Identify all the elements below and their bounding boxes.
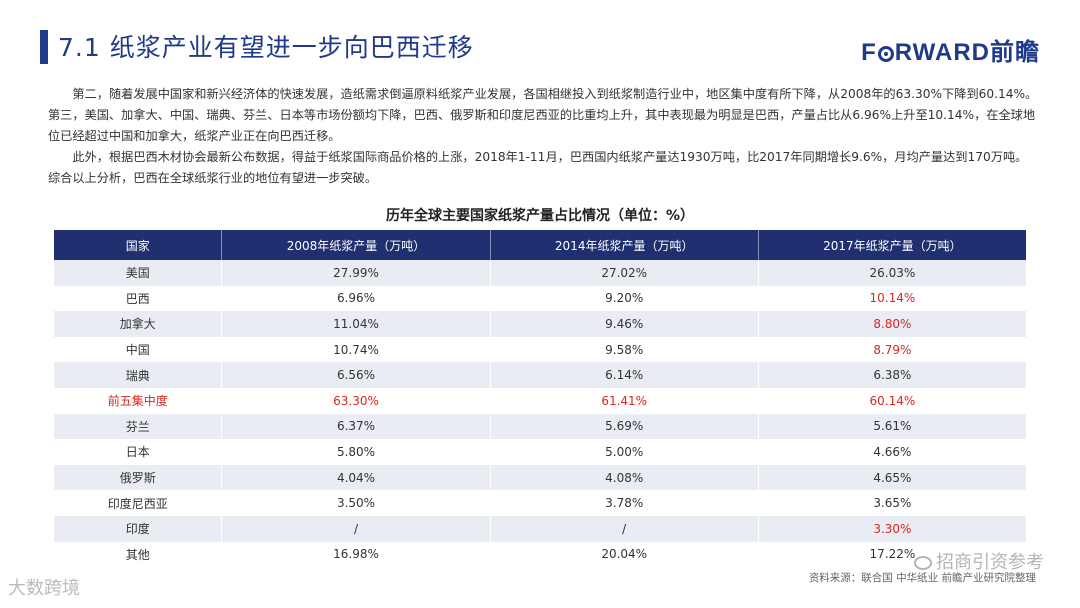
cell-country: 前五集中度 bbox=[54, 387, 223, 414]
cell-2014: 5.69% bbox=[490, 413, 759, 440]
source-note: 资料来源：联合国 中华纸业 前瞻产业研究院整理 bbox=[808, 572, 1036, 584]
cell-2017: 4.66% bbox=[758, 439, 1026, 465]
table-row: 印度尼西亚 3.50% 3.78% 3.65% bbox=[54, 490, 1026, 516]
pulp-share-table: 国家 2008年纸浆产量（万吨） 2014年纸浆产量（万吨） 2017年纸浆产量… bbox=[54, 230, 1026, 568]
cell-2017: 5.61% bbox=[758, 413, 1026, 440]
cell-2014: 9.46% bbox=[490, 311, 759, 337]
cell-country: 日本 bbox=[54, 439, 223, 465]
cell-2014: / bbox=[490, 515, 759, 542]
table-header-row: 国家 2008年纸浆产量（万吨） 2014年纸浆产量（万吨） 2017年纸浆产量… bbox=[54, 230, 1026, 260]
cell-country: 芬兰 bbox=[54, 413, 223, 440]
header-2017: 2017年纸浆产量（万吨） bbox=[758, 230, 1026, 260]
cell-2008: 5.80% bbox=[221, 439, 491, 465]
header-country: 国家 bbox=[54, 230, 223, 260]
logo-suffix: RWARD前瞻 bbox=[894, 39, 1040, 66]
wechat-watermark-text: 招商引资参考 bbox=[936, 552, 1044, 573]
cell-country: 瑞典 bbox=[54, 362, 223, 388]
cell-2008: 6.96% bbox=[221, 285, 491, 312]
header-2014: 2014年纸浆产量（万吨） bbox=[490, 230, 759, 260]
table-row: 日本 5.80% 5.00% 4.66% bbox=[54, 439, 1026, 465]
cell-2008: 3.50% bbox=[221, 490, 491, 516]
paragraph-2: 此外，根据巴西木材协会最新公布数据，得益于纸浆国际商品价格的上涨，2018年1-… bbox=[48, 150, 1028, 185]
logo-prefix: F bbox=[861, 39, 877, 66]
cell-2014: 6.14% bbox=[490, 362, 759, 388]
table-title: 历年全球主要国家纸浆产量占比情况（单位：%） bbox=[385, 208, 695, 224]
table-row: 芬兰 6.37% 5.69% 5.61% bbox=[54, 413, 1026, 440]
cell-country: 印度尼西亚 bbox=[54, 490, 223, 516]
table-row: 印度 / / 3.30% bbox=[54, 515, 1026, 542]
cell-2017: 6.38% bbox=[758, 362, 1026, 388]
wechat-watermark: 招商引资参考 bbox=[914, 548, 1044, 574]
cell-2017: 10.14% bbox=[758, 285, 1026, 312]
table-row: 俄罗斯 4.04% 4.08% 4.65% bbox=[54, 464, 1026, 491]
cell-2014: 9.58% bbox=[490, 336, 759, 363]
cell-2008: 11.04% bbox=[221, 311, 491, 337]
table-row: 巴西 6.96% 9.20% 10.14% bbox=[54, 285, 1026, 312]
cell-2008: 6.37% bbox=[221, 413, 491, 440]
cell-2008: 10.74% bbox=[221, 336, 491, 363]
paragraph-1: 第二，随着发展中国家和新兴经济体的快速发展，造纸需求倒逼原料纸浆产业发展，各国相… bbox=[48, 87, 1038, 143]
cell-2014: 4.08% bbox=[490, 464, 759, 491]
cell-2017: 17.22% bbox=[758, 541, 1026, 568]
table-row: 加拿大 11.04% 9.46% 8.80% bbox=[54, 311, 1026, 337]
table-row: 瑞典 6.56% 6.14% 6.38% bbox=[54, 362, 1026, 388]
cell-2017: 3.65% bbox=[758, 490, 1026, 516]
cell-2014: 9.20% bbox=[490, 285, 759, 312]
cell-country: 俄罗斯 bbox=[54, 464, 223, 491]
page-title: 7.1 纸浆产业有望进一步向巴西迁移 bbox=[58, 33, 474, 62]
table-row: 其他 16.98% 20.04% 17.22% bbox=[54, 541, 1026, 568]
cell-country: 美国 bbox=[54, 260, 223, 286]
table-row: 美国 27.99% 27.02% 26.03% bbox=[54, 260, 1026, 286]
cell-2017: 26.03% bbox=[758, 260, 1026, 286]
cell-2017: 8.79% bbox=[758, 336, 1026, 363]
cell-2014: 61.41% bbox=[490, 387, 759, 414]
header-2008: 2008年纸浆产量（万吨） bbox=[221, 230, 491, 260]
bottom-left-watermark: 大数跨境 bbox=[8, 578, 80, 599]
cell-country: 其他 bbox=[54, 541, 223, 568]
cell-2008: 4.04% bbox=[221, 464, 491, 491]
title-accent-bar bbox=[40, 30, 48, 64]
cell-country: 巴西 bbox=[54, 285, 223, 312]
cell-2008: / bbox=[221, 515, 491, 542]
cell-2014: 3.78% bbox=[490, 490, 759, 516]
cell-2014: 20.04% bbox=[490, 541, 759, 568]
cell-2008: 16.98% bbox=[221, 541, 491, 568]
cell-2017: 4.65% bbox=[758, 464, 1026, 491]
cell-country: 中国 bbox=[54, 336, 223, 363]
cell-2008: 63.30% bbox=[221, 387, 491, 414]
forward-logo: F RWARD前瞻 bbox=[861, 32, 1040, 67]
body-text: 第二，随着发展中国家和新兴经济体的快速发展，造纸需求倒逼原料纸浆产业发展，各国相… bbox=[48, 84, 1038, 189]
table-row-top5-concentration: 前五集中度 63.30% 61.41% 60.14% bbox=[54, 387, 1026, 414]
cell-2017: 60.14% bbox=[758, 387, 1026, 414]
cell-2017: 8.80% bbox=[758, 311, 1026, 337]
logo-o-icon bbox=[877, 46, 894, 62]
cell-2008: 6.56% bbox=[221, 362, 491, 388]
cell-country: 印度 bbox=[54, 515, 223, 542]
table-row: 中国 10.74% 9.58% 8.79% bbox=[54, 336, 1026, 363]
cell-2014: 5.00% bbox=[490, 439, 759, 465]
cell-country: 加拿大 bbox=[54, 311, 223, 337]
cell-2014: 27.02% bbox=[490, 260, 759, 286]
cell-2008: 27.99% bbox=[221, 260, 491, 286]
cell-2017: 3.30% bbox=[758, 515, 1026, 542]
wechat-icon bbox=[914, 556, 932, 570]
